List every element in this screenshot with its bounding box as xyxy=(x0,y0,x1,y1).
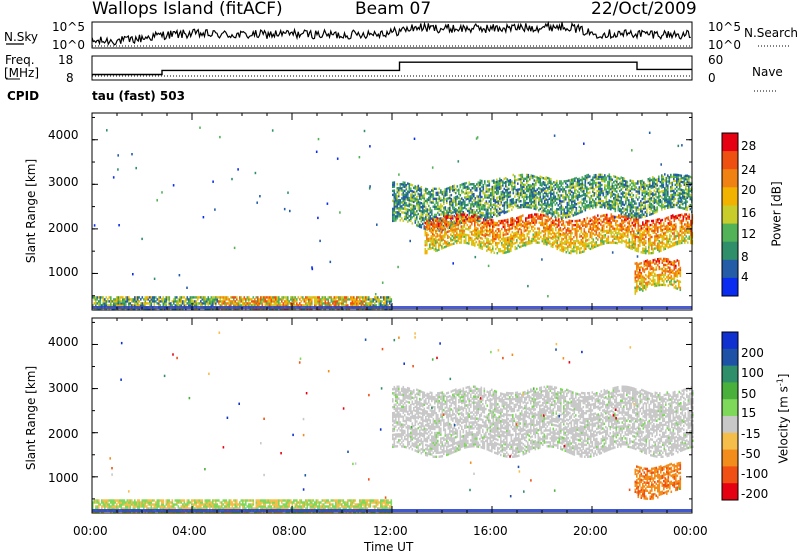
power-colorbar-swatch xyxy=(722,259,738,279)
velocity-cbar-tick-minus50: -50 xyxy=(741,447,761,461)
beam-title: Beam 07 xyxy=(355,0,432,19)
nsky-panel-frame xyxy=(91,21,693,49)
nave-tick-top: 60 xyxy=(708,53,724,67)
freq-panel-frame xyxy=(91,55,693,81)
x-axis-label: Time UT xyxy=(364,540,414,554)
xtick-1200: 12:00 xyxy=(373,524,408,538)
velocity-colorbar-swatch xyxy=(722,449,738,467)
xtick-0000: 00:00 xyxy=(73,524,108,538)
velocity-cbar-tick-100: 100 xyxy=(741,366,764,380)
velocity-colorbar-frame xyxy=(721,331,739,501)
xtick-0800: 08:00 xyxy=(272,524,307,538)
freq-tick-bottom: 8 xyxy=(66,71,74,85)
velocity-ytick-4000: 4000 xyxy=(48,335,79,349)
nsky-tick-top: 10^5 xyxy=(52,20,85,34)
power-ytick-3000: 3000 xyxy=(48,175,79,189)
power-colorbar-swatch xyxy=(722,223,738,243)
velocity-cbar-tick-minus200: -200 xyxy=(741,487,769,501)
power-colorbar-frame xyxy=(721,132,739,297)
power-colorbar-swatch xyxy=(722,133,738,152)
velocity-colorbar-swatch xyxy=(722,483,738,501)
cpid-value: tau (fast) 503 xyxy=(92,89,185,103)
freq-series-line xyxy=(92,61,692,76)
nsky-right-tick-top: 10^5 xyxy=(708,20,741,34)
velocity-colorbar-swatch xyxy=(722,432,738,451)
power-colorbar-swatch xyxy=(722,277,738,297)
velocity-ytick-2000: 2000 xyxy=(48,427,79,441)
velocity-cbar-tick-minus100: -100 xyxy=(741,467,769,481)
nave-label: Nave xyxy=(752,65,783,79)
power-colorbar-swatch xyxy=(722,151,738,170)
power-cbar-tick-28: 28 xyxy=(741,139,757,153)
xtick-1600: 16:00 xyxy=(473,524,508,538)
nsky-label: N.Sky xyxy=(4,30,39,44)
velocity-cbar-tick-50: 50 xyxy=(741,387,757,401)
xtick-0400: 04:00 xyxy=(172,524,207,538)
power-ytick-4000: 4000 xyxy=(48,128,79,142)
velocity-colorbar-swatch xyxy=(722,365,738,383)
velocity-colorbar-swatch xyxy=(722,348,738,367)
nsky-tick-bottom: 10^0 xyxy=(52,38,85,52)
cpid-label: CPID xyxy=(7,89,40,103)
velocity-colorbar-swatch xyxy=(722,416,738,434)
nsky-right-tick-bottom: 10^0 xyxy=(708,38,741,52)
power-colorbar-swatch xyxy=(722,241,738,261)
xtick-2400: 00:00 xyxy=(673,524,708,538)
xtick-2000: 20:00 xyxy=(573,524,608,538)
power-colorbar-swatch xyxy=(722,205,738,224)
power-cbar-tick-8: 8 xyxy=(741,250,749,264)
nave-tick-bottom: 0 xyxy=(708,71,716,85)
power-colorbar-swatch xyxy=(722,169,738,188)
velocity-echo-cells xyxy=(92,331,694,514)
power-echo-cells xyxy=(92,126,694,311)
power-cbar-tick-24: 24 xyxy=(741,163,757,177)
freq-tick-top: 18 xyxy=(58,53,74,67)
velocity-colorbar-swatch xyxy=(722,399,738,417)
velocity-colorbar-swatch xyxy=(722,332,738,350)
velocity-cbar-tick-200: 200 xyxy=(741,346,764,360)
power-cbar-tick-12: 12 xyxy=(741,227,757,241)
power-cbar-tick-4: 4 xyxy=(741,270,749,284)
velocity-cbar-tick-15: 15 xyxy=(741,406,757,420)
power-cbar-tick-20: 20 xyxy=(741,183,757,197)
velocity-ytick-3000: 3000 xyxy=(48,381,79,395)
power-ytick-2000: 2000 xyxy=(48,221,79,235)
nsearch-label: N.Search xyxy=(744,26,799,40)
date-title: 22/Oct/2009 xyxy=(591,0,697,19)
freq-label-line2: [MHz] xyxy=(4,66,40,80)
power-colorbar-swatch xyxy=(722,187,738,206)
station-title: Wallops Island (fitACF) xyxy=(92,0,283,19)
velocity-colorbar-swatch xyxy=(722,382,738,400)
velocity-ytick-1000: 1000 xyxy=(48,471,79,485)
freq-label-line1: Freq. xyxy=(5,53,35,67)
power-ytick-1000: 1000 xyxy=(48,265,79,279)
velocity-colorbar-swatch xyxy=(722,466,738,484)
velocity-cbar-tick-minus15: -15 xyxy=(741,427,761,441)
nsky-series-line xyxy=(91,20,691,46)
power-cbar-tick-16: 16 xyxy=(741,206,757,220)
